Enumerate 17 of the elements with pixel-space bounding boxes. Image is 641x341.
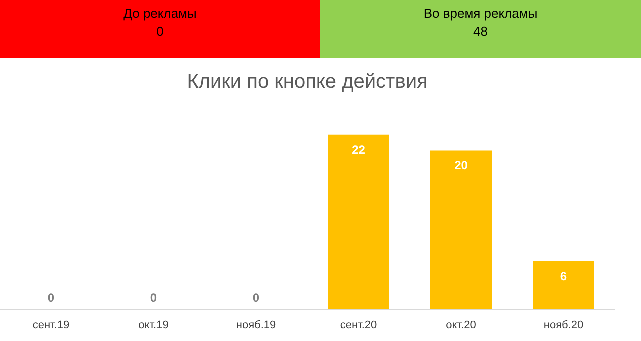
data-label: 0 — [150, 291, 158, 305]
data-label: 20 — [454, 158, 468, 173]
x-tick-label: окт.19 — [138, 320, 169, 332]
data-label: 0 — [156, 24, 164, 39]
data-label: 6 — [560, 270, 568, 284]
x-tick-label: сент.19 — [32, 320, 70, 332]
x-tick-label: нояб.19 — [236, 320, 276, 332]
x-tick-label: нояб.20 — [544, 320, 584, 332]
data-label: 0 — [252, 291, 260, 305]
x-tick-label: окт.20 — [446, 320, 476, 332]
category-label: Во время рекламы — [424, 6, 538, 21]
category-label: До рекламы — [124, 6, 197, 21]
data-label: 48 — [474, 24, 488, 39]
data-label: 0 — [48, 291, 55, 305]
chart-title: Клики по кнопке действия — [187, 71, 428, 93]
data-label: 22 — [352, 142, 366, 157]
x-tick-label: сент.20 — [340, 320, 378, 332]
